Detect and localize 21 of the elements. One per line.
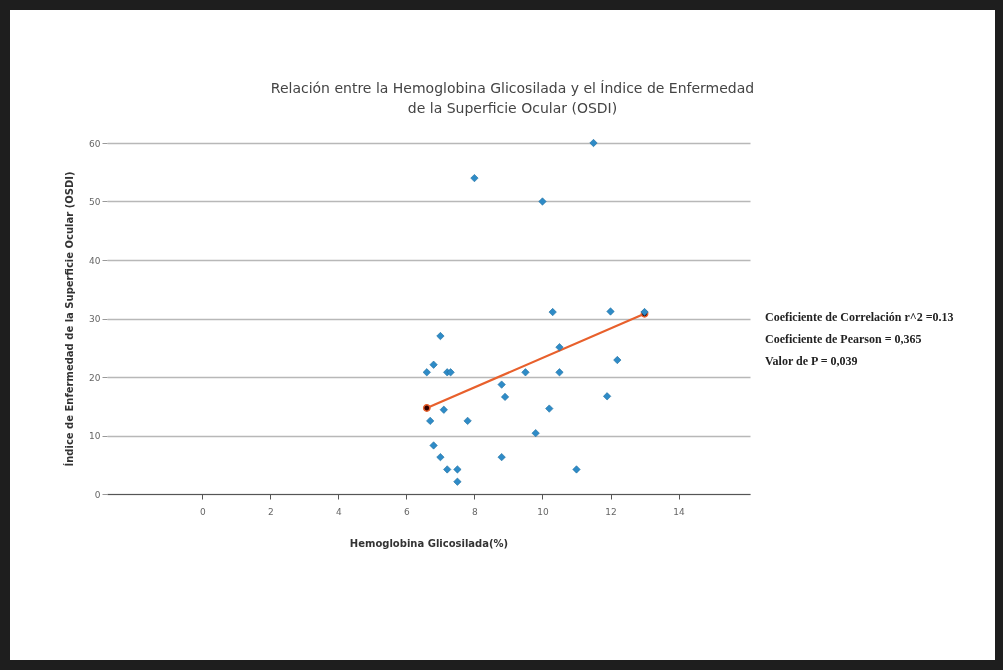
y-tick-label: 50	[89, 197, 101, 207]
x-axis-title: Hemoglobina Glicosilada(%)	[349, 537, 509, 549]
text: Coeficiente de Correlación r^2 =0.13	[765, 309, 954, 326]
x-tick-label: 0	[199, 506, 206, 517]
x-tick-label: 10	[537, 506, 549, 517]
y-tick-label: 60	[89, 138, 101, 149]
x-tick-label: 12	[605, 506, 617, 517]
y-axis-title: Índice de Enfermedad de la Superficie Ocular (OSDI)	[63, 171, 76, 467]
x-tick-label: 14	[673, 506, 686, 517]
y-tick-label: 10	[89, 431, 101, 441]
y-tick-label: 20	[89, 372, 101, 383]
y-tick-label: 40	[89, 255, 101, 266]
chart-title: Relación entre la Hemoglobina Glicosilada y el Índice de Enfermedad de la Superficie Ocular (OSDI)	[270, 80, 755, 117]
x-tick-label: 8	[472, 506, 479, 517]
x-tick-label: 6	[404, 506, 411, 517]
text: Valor de P = 0,039	[765, 353, 859, 370]
y-tick-label: 0	[94, 489, 101, 500]
text: Coeficiente de Pearson = 0,365	[765, 331, 923, 348]
y-tick-label: 30	[89, 314, 101, 324]
x-tick-label: 4	[335, 506, 342, 517]
x-tick-label: 2	[267, 506, 274, 517]
